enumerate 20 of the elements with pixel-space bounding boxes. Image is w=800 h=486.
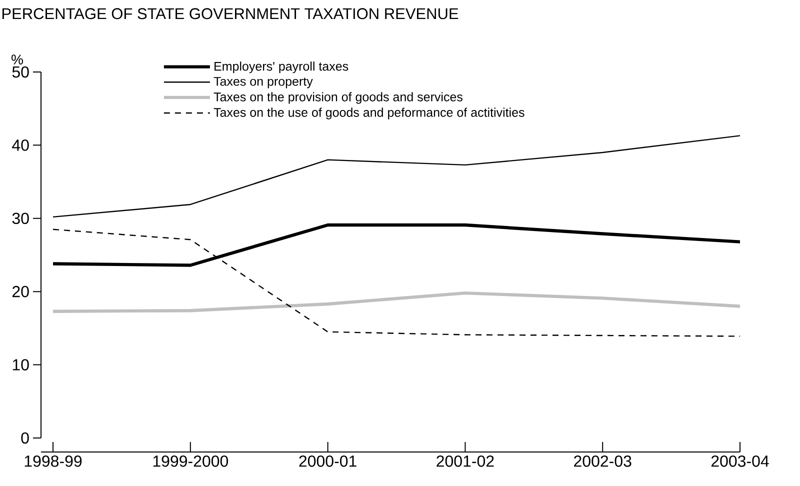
y-tick-label: 20 (12, 286, 29, 298)
y-tick-label: 10 (12, 359, 29, 370)
x-tick-label: 1999-2000 (153, 456, 228, 467)
chart-title: PERCENTAGE OF STATE GOVERNMENT TAXATION REVENUE (2, 8, 458, 20)
legend-label: Employers' payroll taxes (214, 62, 348, 74)
line-series (52, 135, 740, 218)
x-tick-label: 2002-03 (574, 456, 632, 467)
x-tick-label: 2000-01 (299, 456, 356, 467)
legend-label: Taxes on property (214, 77, 313, 88)
y-tick-label: 0 (21, 432, 29, 444)
x-tick-label: 2001-02 (436, 456, 494, 467)
x-tick-label: 1998-99 (24, 456, 82, 467)
x-tick-label: 2003-04 (711, 456, 769, 467)
y-axis-title: % (12, 54, 23, 64)
legend-label: Taxes on the use of goods and peformance of actitivities (214, 108, 524, 120)
legend-label: Taxes on the provision of goods and services (214, 92, 462, 104)
y-tick-label: 40 (12, 140, 29, 151)
y-tick-label: 50 (12, 66, 29, 78)
y-tick-label: 30 (12, 212, 29, 224)
line-series (51, 291, 740, 313)
